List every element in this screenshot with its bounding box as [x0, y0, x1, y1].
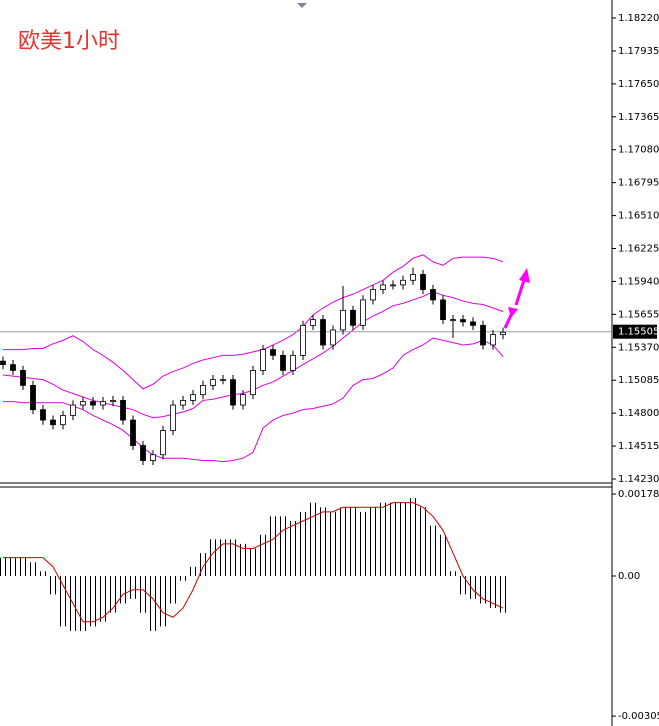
current-price-label: 1.15505 — [618, 327, 659, 338]
candle-body — [40, 409, 46, 421]
annotation-arrows — [503, 268, 530, 329]
candle-body — [440, 299, 446, 320]
candle-body — [400, 279, 406, 286]
candle-body — [480, 324, 486, 346]
y-tick-label: 1.15370 — [618, 342, 659, 353]
y-tick-label: 1.15940 — [618, 276, 659, 287]
y-tick-label: 1.17935 — [618, 46, 659, 57]
y-tick-label: 1.16225 — [618, 244, 659, 255]
candle-body — [490, 334, 496, 346]
candle-body — [140, 445, 146, 461]
candle-body — [310, 319, 316, 326]
candle-body — [0, 360, 6, 366]
y-tick-label: 1.14800 — [618, 408, 659, 419]
y-tick-label: 1.17365 — [618, 112, 659, 123]
shift-marker — [297, 3, 307, 8]
candle-body — [80, 401, 86, 406]
candle-body — [270, 349, 276, 356]
candle-body — [150, 454, 156, 461]
candle-body — [160, 430, 166, 456]
candle-body — [330, 329, 336, 346]
candle-body — [100, 401, 106, 406]
candle-body — [290, 354, 296, 371]
candle-body — [110, 400, 116, 402]
candle-body — [50, 419, 56, 426]
candle-body — [280, 354, 286, 371]
candle-body — [90, 401, 96, 406]
y-tick-label: 1.18220 — [618, 13, 659, 24]
candle-body — [250, 369, 256, 396]
candle-body — [360, 299, 366, 326]
candle-body — [190, 394, 196, 401]
y-tick-label: 1.15655 — [618, 309, 659, 320]
candle-body — [300, 324, 306, 356]
candle-body — [60, 415, 66, 426]
y-tick-label: 1.14230 — [618, 474, 659, 485]
plot: 1.18220 1.17935 1.17650 1.17365 1.17080 1.167… — [0, 13, 659, 722]
candle-body — [220, 379, 226, 382]
candle-body — [230, 379, 236, 406]
candle-body — [420, 274, 426, 290]
y-tick-label: 1.14515 — [618, 441, 659, 452]
y-tick-label: -0.003058 — [618, 711, 659, 722]
candle-body — [170, 404, 176, 431]
y-tick-label: 1.17080 — [618, 145, 659, 156]
y-tick-label: 1.16795 — [618, 178, 659, 189]
candle-body — [120, 400, 126, 421]
candle-body — [210, 379, 216, 386]
band-line — [3, 254, 504, 390]
candle-body — [340, 309, 346, 331]
candle-body — [180, 400, 186, 406]
candle-body — [450, 319, 456, 321]
candle-body — [200, 385, 206, 396]
y-tick-label: 1.16510 — [618, 211, 659, 222]
candle-body — [390, 284, 396, 287]
signal-line — [3, 502, 504, 623]
band-line — [3, 337, 504, 463]
candle-body — [30, 385, 36, 411]
arrow-head — [519, 268, 530, 283]
candle-body — [10, 364, 16, 371]
candle-body — [70, 404, 76, 416]
y-tick-label: 0.00 — [618, 571, 640, 582]
chart-title: 欧美1小时 — [18, 29, 120, 54]
candle-body — [130, 419, 136, 446]
candle-body — [370, 289, 376, 301]
y-tick-label: 0.001788 — [618, 489, 659, 500]
candle-body — [500, 331, 506, 335]
candle-body — [460, 319, 466, 323]
candle-body — [240, 394, 246, 406]
arrow — [514, 279, 526, 306]
candle-body — [380, 284, 386, 290]
candle-body — [470, 321, 476, 326]
current-price-box — [613, 324, 657, 339]
candle-body — [320, 319, 326, 346]
candle-body — [350, 309, 356, 326]
candle-body — [430, 289, 436, 301]
candle-body — [410, 274, 416, 281]
arrow-head — [508, 307, 518, 318]
y-tick-label: 1.15085 — [618, 375, 659, 386]
candle-body — [20, 369, 26, 386]
y-tick-label: 1.17650 — [618, 79, 659, 90]
candle-body — [260, 349, 266, 371]
